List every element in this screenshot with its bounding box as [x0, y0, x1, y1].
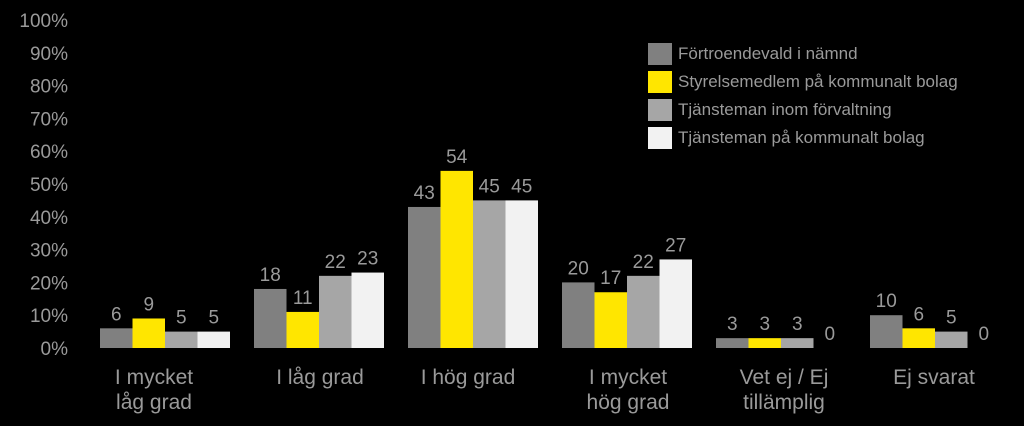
y-tick-label: 70%: [30, 109, 68, 130]
legend-label: Tjänsteman på kommunalt bolag: [678, 128, 925, 147]
data-label: 54: [446, 147, 468, 168]
data-label: 5: [946, 308, 957, 329]
category-label-line: I mycket: [115, 366, 193, 389]
data-label: 3: [792, 314, 803, 335]
y-tick-label: 50%: [30, 175, 68, 196]
data-label: 23: [357, 249, 378, 270]
legend-swatch: [648, 71, 672, 93]
bar: [716, 338, 749, 348]
data-label: 6: [913, 304, 924, 325]
bar: [935, 331, 968, 348]
category-label-line: I låg grad: [276, 366, 364, 389]
bar: [254, 288, 287, 348]
data-label: 11: [293, 288, 313, 309]
category-label-line: I hög grad: [421, 366, 516, 389]
bar: [562, 282, 595, 348]
bar: [659, 259, 692, 348]
bar: [197, 331, 230, 348]
data-label: 22: [325, 252, 346, 273]
y-tick-label: 100%: [19, 11, 68, 32]
legend-swatch: [648, 127, 672, 149]
data-label: 5: [208, 308, 219, 329]
bars: [100, 170, 968, 348]
bar: [408, 206, 441, 348]
bar: [902, 328, 935, 348]
category-label-line: Vet ej / Ej: [740, 366, 829, 389]
data-label: 3: [727, 314, 738, 335]
legend-item: Tjänsteman inom förvaltning: [648, 96, 958, 124]
category-label: Ej svarat: [893, 366, 975, 389]
category-label-line: I mycket: [589, 366, 667, 389]
bar: [165, 331, 198, 348]
legend-swatch: [648, 99, 672, 121]
bar: [100, 328, 133, 348]
legend-item: Styrelsemedlem på kommunalt bolag: [648, 68, 958, 96]
bar: [319, 275, 352, 348]
y-tick-label: 40%: [30, 208, 68, 229]
y-axis: 0% 10% 20% 30% 40% 50% 60% 70% 80% 90% 100%: [19, 11, 68, 360]
bar: [748, 338, 781, 348]
bar: [440, 170, 473, 348]
legend-swatch: [648, 43, 672, 65]
bar: [473, 200, 506, 348]
bar: [594, 292, 627, 348]
data-label: 17: [600, 268, 621, 289]
y-tick-label: 80%: [30, 77, 68, 98]
category-label-line: Ej svarat: [893, 366, 975, 389]
legend-label: Tjänsteman inom förvaltning: [678, 100, 892, 119]
data-label: 9: [143, 294, 154, 315]
data-label: 45: [479, 176, 500, 197]
bar: [505, 200, 538, 348]
y-tick-label: 30%: [30, 241, 68, 262]
legend: Förtroendevald i nämnd Styrelsemedlem på …: [648, 40, 958, 152]
category-label: I låg grad: [276, 366, 364, 389]
y-tick-label: 90%: [30, 44, 68, 65]
bar: [870, 315, 903, 348]
data-label: 0: [978, 324, 989, 345]
data-label: 6: [111, 304, 122, 325]
y-tick-label: 10%: [30, 306, 68, 327]
data-label: 0: [824, 324, 835, 345]
legend-item: Förtroendevald i nämnd: [648, 40, 958, 68]
category-label-line: låg grad: [116, 391, 192, 414]
bar: [132, 318, 165, 348]
category-label: I mycket låg grad: [115, 366, 193, 414]
category-label-line: tillämplig: [743, 391, 825, 414]
bar: [351, 272, 384, 348]
data-label: 45: [511, 176, 532, 197]
data-label: 22: [633, 252, 654, 273]
data-label: 20: [568, 258, 589, 279]
data-label: 18: [260, 265, 281, 286]
legend-item: Tjänsteman på kommunalt bolag: [648, 124, 958, 152]
legend-label: Förtroendevald i nämnd: [678, 44, 858, 63]
bar: [286, 311, 319, 348]
category-label: I hög grad: [421, 366, 516, 389]
bar: [627, 275, 660, 348]
category-label: I mycket hög grad: [587, 366, 670, 414]
y-tick-label: 0%: [41, 339, 69, 360]
data-label: 3: [759, 314, 770, 335]
data-label: 27: [665, 235, 686, 256]
category-label-line: hög grad: [587, 391, 670, 414]
data-label: 10: [876, 291, 897, 312]
legend-label: Styrelsemedlem på kommunalt bolag: [678, 72, 958, 91]
data-label: 5: [176, 308, 187, 329]
y-tick-label: 60%: [30, 142, 68, 163]
y-tick-label: 20%: [30, 273, 68, 294]
data-label: 43: [414, 183, 435, 204]
category-label: Vet ej / Ej tillämplig: [740, 366, 829, 414]
bar: [781, 338, 814, 348]
